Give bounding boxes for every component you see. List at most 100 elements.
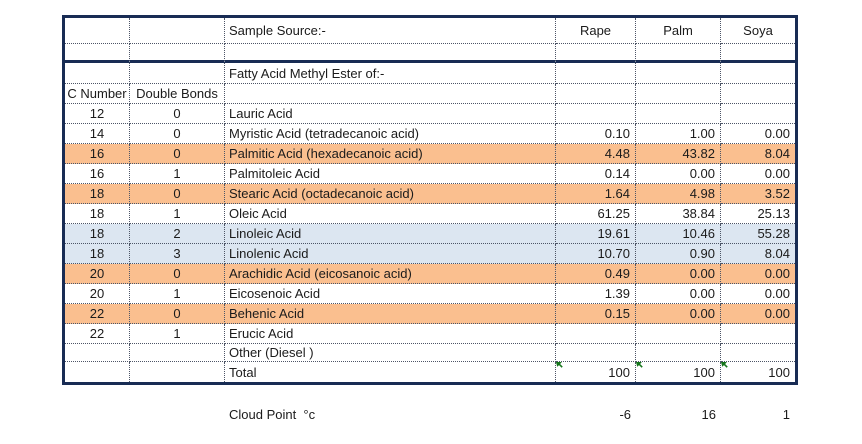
acid-name-cell[interactable]: Oleic Acid [225, 204, 556, 224]
acid-name-cell[interactable]: Linolenic Acid [225, 244, 556, 264]
cell-blank[interactable] [636, 344, 721, 362]
soya-value-cell[interactable] [721, 104, 795, 124]
palm-value-cell[interactable]: 43.82 [636, 144, 721, 164]
cell-blank[interactable] [130, 362, 225, 382]
double-bonds-cell[interactable]: 1 [130, 324, 225, 344]
cloud-point-soya-value[interactable]: 1 [782, 406, 790, 422]
palm-value-cell[interactable]: 0.00 [636, 164, 721, 184]
palm-value-cell[interactable]: 0.00 [636, 264, 721, 284]
acid-name-cell[interactable]: Palmitoleic Acid [225, 164, 556, 184]
c-number-cell[interactable]: 16 [65, 164, 130, 184]
cell-blank[interactable] [556, 344, 636, 362]
c-number-cell[interactable]: 22 [65, 324, 130, 344]
double-bonds-cell[interactable]: 2 [130, 224, 225, 244]
rape-value-cell[interactable]: 19.61 [556, 224, 636, 244]
cell-blank[interactable] [721, 44, 795, 63]
soya-value-cell[interactable]: 0.00 [721, 264, 795, 284]
total-label[interactable]: Total [225, 362, 556, 382]
cell-blank[interactable] [130, 344, 225, 362]
rape-value-cell[interactable] [556, 104, 636, 124]
acid-name-cell[interactable]: Arachidic Acid (eicosanoic acid) [225, 264, 556, 284]
c-number-cell[interactable]: 18 [65, 224, 130, 244]
double-bonds-cell[interactable]: 0 [130, 184, 225, 204]
cell-blank[interactable] [130, 403, 225, 425]
cell-blank[interactable] [65, 44, 130, 63]
palm-value-cell[interactable]: 4.98 [636, 184, 721, 204]
double-bonds-cell[interactable]: 0 [130, 124, 225, 144]
cell-blank[interactable] [636, 44, 721, 63]
cell-blank[interactable] [65, 403, 130, 425]
double-bonds-cell[interactable]: 0 [130, 304, 225, 324]
palm-value-cell[interactable]: 10.46 [636, 224, 721, 244]
cell-blank[interactable] [636, 63, 721, 84]
rape-value-cell[interactable]: 0.14 [556, 164, 636, 184]
cell-blank[interactable] [130, 44, 225, 63]
c-number-cell[interactable]: 14 [65, 124, 130, 144]
double-bonds-header[interactable]: Double Bonds [130, 84, 225, 104]
c-number-cell[interactable]: 16 [65, 144, 130, 164]
cell-blank[interactable] [65, 362, 130, 382]
other-diesel-label[interactable]: Other (Diesel ) [225, 344, 556, 362]
c-number-cell[interactable]: 18 [65, 184, 130, 204]
c-number-header[interactable]: C Number [65, 84, 130, 104]
cell-blank[interactable] [636, 84, 721, 104]
cell-blank[interactable] [65, 63, 130, 84]
palm-value-cell[interactable]: 0.90 [636, 244, 721, 264]
total-soya-cell[interactable]: 100 [721, 362, 795, 382]
cell-blank[interactable] [225, 44, 556, 63]
cell-blank[interactable] [130, 18, 225, 44]
rape-value-cell[interactable]: 1.39 [556, 284, 636, 304]
rape-value-cell[interactable]: 0.49 [556, 264, 636, 284]
c-number-cell[interactable]: 18 [65, 204, 130, 224]
soya-value-cell[interactable]: 3.52 [721, 184, 795, 204]
soya-value-cell[interactable]: 25.13 [721, 204, 795, 224]
c-number-cell[interactable]: 20 [65, 264, 130, 284]
soya-value-cell[interactable]: 55.28 [721, 224, 795, 244]
cell-blank[interactable] [556, 63, 636, 84]
acid-name-cell[interactable]: Palmitic Acid (hexadecanoic acid) [225, 144, 556, 164]
acid-name-cell[interactable]: Linoleic Acid [225, 224, 556, 244]
double-bonds-cell[interactable]: 3 [130, 244, 225, 264]
rape-value-cell[interactable]: 1.64 [556, 184, 636, 204]
c-number-cell[interactable]: 22 [65, 304, 130, 324]
acid-name-cell[interactable]: Myristic Acid (tetradecanoic acid) [225, 124, 556, 144]
cloud-point-label[interactable]: Cloud Point °c [229, 406, 316, 422]
acid-name-cell[interactable]: Stearic Acid (octadecanoic acid) [225, 184, 556, 204]
cell-blank[interactable] [556, 44, 636, 63]
double-bonds-cell[interactable]: 1 [130, 284, 225, 304]
cell-blank[interactable] [556, 84, 636, 104]
rape-value-cell[interactable]: 4.48 [556, 144, 636, 164]
fame-label[interactable]: Fatty Acid Methyl Ester of:- [225, 63, 556, 84]
palm-value-cell[interactable] [636, 104, 721, 124]
palm-value-cell[interactable]: 0.00 [636, 284, 721, 304]
cell-blank[interactable] [65, 18, 130, 44]
cell-blank[interactable] [65, 344, 130, 362]
soya-value-cell[interactable]: 0.00 [721, 164, 795, 184]
palm-value-cell[interactable] [636, 324, 721, 344]
cloud-point-palm-value[interactable]: 16 [701, 406, 716, 422]
double-bonds-cell[interactable]: 0 [130, 144, 225, 164]
double-bonds-cell[interactable]: 0 [130, 264, 225, 284]
rape-value-cell[interactable] [556, 324, 636, 344]
rape-value-cell[interactable]: 0.10 [556, 124, 636, 144]
c-number-cell[interactable]: 20 [65, 284, 130, 304]
double-bonds-cell[interactable]: 1 [130, 164, 225, 184]
c-number-cell[interactable]: 12 [65, 104, 130, 124]
acid-name-cell[interactable]: Erucic Acid [225, 324, 556, 344]
rape-value-cell[interactable]: 0.15 [556, 304, 636, 324]
acid-name-cell[interactable]: Behenic Acid [225, 304, 556, 324]
cell-blank[interactable] [225, 84, 556, 104]
acid-name-cell[interactable]: Lauric Acid [225, 104, 556, 124]
soya-value-cell[interactable]: 0.00 [721, 124, 795, 144]
soya-value-cell[interactable]: 8.04 [721, 244, 795, 264]
soya-value-cell[interactable]: 0.00 [721, 284, 795, 304]
double-bonds-cell[interactable]: 0 [130, 104, 225, 124]
palm-value-cell[interactable]: 38.84 [636, 204, 721, 224]
soya-value-cell[interactable] [721, 324, 795, 344]
soya-value-cell[interactable]: 8.04 [721, 144, 795, 164]
cell-blank[interactable] [130, 63, 225, 84]
rape-value-cell[interactable]: 61.25 [556, 204, 636, 224]
rape-value-cell[interactable]: 10.70 [556, 244, 636, 264]
soya-value-cell[interactable]: 0.00 [721, 304, 795, 324]
cell-blank[interactable] [721, 84, 795, 104]
